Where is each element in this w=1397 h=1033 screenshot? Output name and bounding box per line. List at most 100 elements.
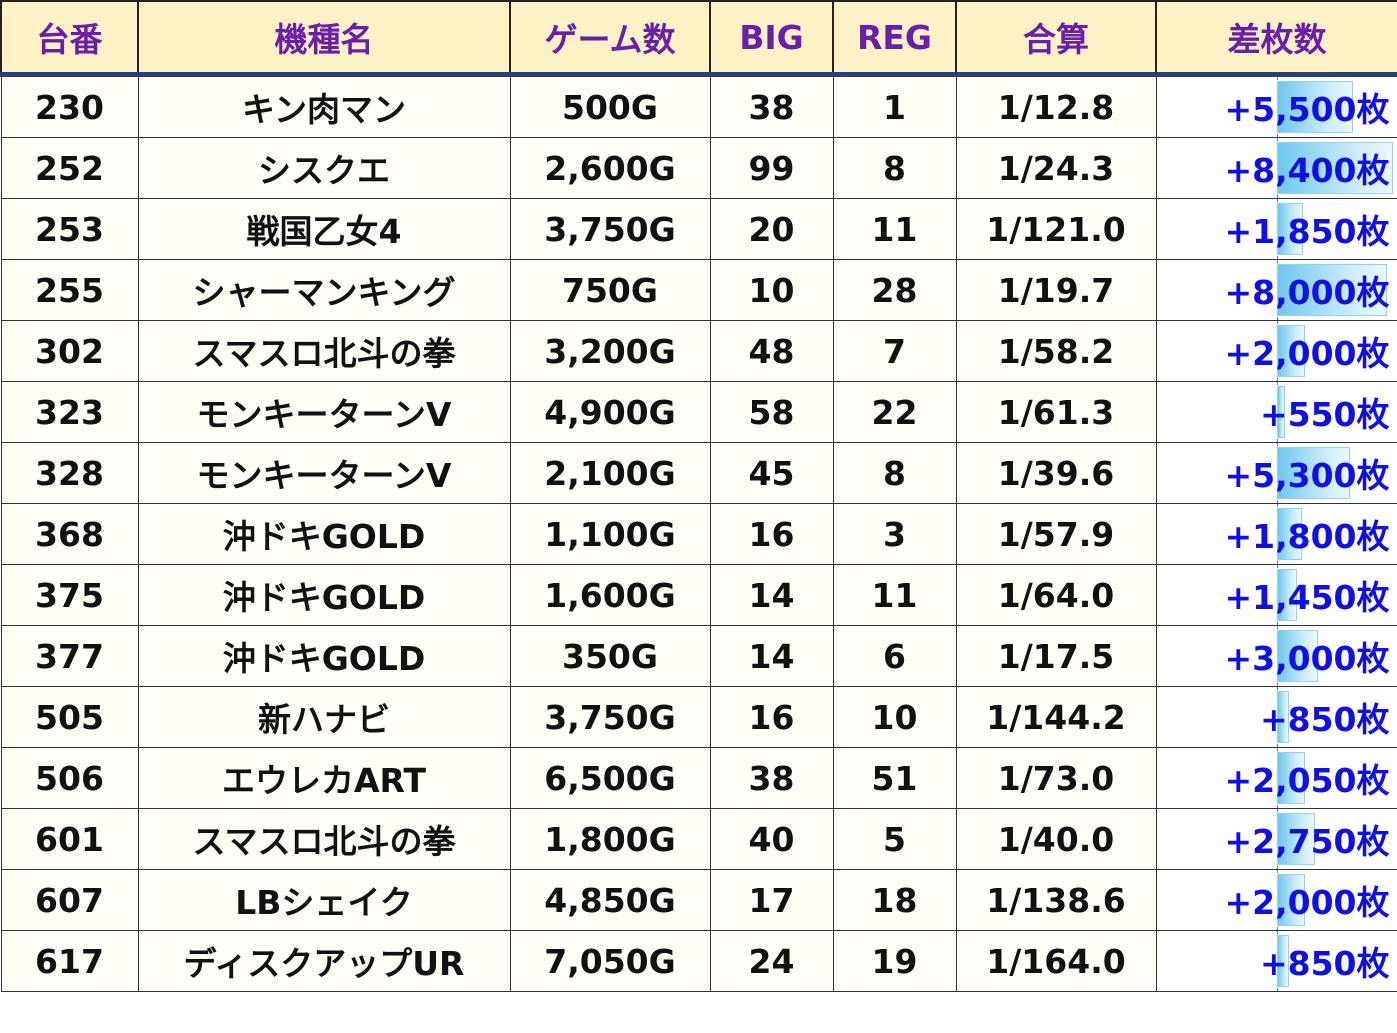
cell-machine-number: 323: [0, 381, 139, 443]
cell-combined: 1/138.6: [955, 869, 1157, 931]
cell-difference: +2,000枚: [1155, 869, 1397, 931]
data-bar: [1276, 813, 1315, 865]
cell-combined: 1/144.2: [955, 686, 1157, 748]
data-bar: [1276, 935, 1289, 987]
difference-value: +2,750枚: [1224, 822, 1390, 861]
cell-combined: 1/39.6: [955, 442, 1157, 504]
data-bar: [1276, 386, 1285, 438]
header-reg: REG: [832, 0, 957, 77]
cell-machine-name: 戦国乙女4: [137, 198, 511, 260]
table-row: 375 沖ドキGOLD 1,600G 14 11 1/64.0 +1,450枚: [0, 564, 1397, 626]
cell-machine-name: 沖ドキGOLD: [137, 564, 511, 626]
cell-difference: +3,000枚: [1155, 625, 1397, 687]
data-bar: [1276, 874, 1305, 926]
cell-combined: 1/24.3: [955, 137, 1157, 199]
cell-game-count: 4,850G: [509, 869, 711, 931]
cell-machine-name: シャーマンキング: [137, 259, 511, 321]
cell-reg: 11: [832, 198, 957, 260]
difference-value: +5,500枚: [1224, 90, 1390, 129]
cell-difference: +2,050枚: [1155, 747, 1397, 809]
cell-difference: +850枚: [1155, 686, 1397, 748]
cell-machine-number: 506: [0, 747, 139, 809]
table-row: 506 エウレカART 6,500G 38 51 1/73.0 +2,050枚: [0, 747, 1397, 809]
header-machine-name: 機種名: [137, 0, 511, 77]
cell-game-count: 3,750G: [509, 686, 711, 748]
cell-big: 16: [709, 503, 834, 565]
cell-combined: 1/64.0: [955, 564, 1157, 626]
cell-reg: 1: [832, 72, 957, 138]
cell-combined: 1/164.0: [955, 930, 1157, 992]
difference-value: +850枚: [1259, 944, 1390, 983]
difference-value: +550枚: [1259, 395, 1390, 434]
cell-big: 38: [709, 72, 834, 138]
cell-machine-name: モンキーターンV: [137, 442, 511, 504]
cell-machine-name: スマスロ北斗の拳: [137, 808, 511, 870]
data-bar: [1276, 447, 1350, 499]
header-difference: 差枚数: [1155, 0, 1397, 77]
cell-machine-name: モンキーターンV: [137, 381, 511, 443]
cell-big: 16: [709, 686, 834, 748]
cell-difference: +2,000枚: [1155, 320, 1397, 382]
cell-machine-name: ディスクアップUR: [137, 930, 511, 992]
table-row: 377 沖ドキGOLD 350G 14 6 1/17.5 +3,000枚: [0, 625, 1397, 687]
cell-machine-number: 375: [0, 564, 139, 626]
cell-combined: 1/17.5: [955, 625, 1157, 687]
data-bar: [1276, 81, 1353, 133]
difference-value: +2,000枚: [1224, 883, 1390, 922]
cell-game-count: 6,500G: [509, 747, 711, 809]
cell-machine-name: エウレカART: [137, 747, 511, 809]
cell-game-count: 2,600G: [509, 137, 711, 199]
cell-game-count: 500G: [509, 72, 711, 138]
cell-difference: +2,750枚: [1155, 808, 1397, 870]
cell-big: 48: [709, 320, 834, 382]
data-bar: [1276, 752, 1305, 804]
cell-machine-number: 505: [0, 686, 139, 748]
cell-machine-number: 368: [0, 503, 139, 565]
table-row: 253 戦国乙女4 3,750G 20 11 1/121.0 +1,850枚: [0, 198, 1397, 260]
difference-value: +8,400枚: [1224, 151, 1390, 190]
cell-game-count: 350G: [509, 625, 711, 687]
cell-big: 40: [709, 808, 834, 870]
cell-big: 58: [709, 381, 834, 443]
header-combined: 合算: [955, 0, 1157, 77]
cell-difference: +8,400枚: [1155, 137, 1397, 199]
cell-big: 20: [709, 198, 834, 260]
cell-game-count: 4,900G: [509, 381, 711, 443]
cell-machine-number: 230: [0, 72, 139, 138]
slot-results-table: 台番 機種名 ゲーム数 BIG REG 合算 差枚数 230 キン肉マン 500G 3…: [0, 0, 1397, 992]
data-bar: [1276, 691, 1289, 743]
cell-difference: +5,300枚: [1155, 442, 1397, 504]
cell-reg: 8: [832, 137, 957, 199]
difference-value: +2,050枚: [1224, 761, 1390, 800]
difference-value: +1,450枚: [1224, 578, 1390, 617]
table-row: 302 スマスロ北斗の拳 3,200G 48 7 1/58.2 +2,000枚: [0, 320, 1397, 382]
header-machine-number: 台番: [0, 0, 139, 77]
data-bar: [1276, 264, 1387, 316]
cell-reg: 10: [832, 686, 957, 748]
cell-combined: 1/61.3: [955, 381, 1157, 443]
cell-reg: 22: [832, 381, 957, 443]
data-bar: [1276, 508, 1302, 560]
cell-combined: 1/121.0: [955, 198, 1157, 260]
cell-reg: 11: [832, 564, 957, 626]
cell-difference: +550枚: [1155, 381, 1397, 443]
cell-machine-name: スマスロ北斗の拳: [137, 320, 511, 382]
cell-combined: 1/19.7: [955, 259, 1157, 321]
cell-machine-number: 253: [0, 198, 139, 260]
cell-big: 10: [709, 259, 834, 321]
cell-difference: +5,500枚: [1155, 72, 1397, 138]
cell-game-count: 7,050G: [509, 930, 711, 992]
cell-game-count: 750G: [509, 259, 711, 321]
cell-big: 99: [709, 137, 834, 199]
difference-value: +1,800枚: [1224, 517, 1390, 556]
header-row: 台番 機種名 ゲーム数 BIG REG 合算 差枚数: [0, 0, 1397, 77]
cell-machine-name: 新ハナビ: [137, 686, 511, 748]
header-game-count: ゲーム数: [509, 0, 711, 77]
cell-machine-number: 617: [0, 930, 139, 992]
cell-combined: 1/58.2: [955, 320, 1157, 382]
cell-difference: +850枚: [1155, 930, 1397, 992]
cell-machine-number: 255: [0, 259, 139, 321]
cell-game-count: 3,750G: [509, 198, 711, 260]
cell-machine-number: 607: [0, 869, 139, 931]
cell-difference: +1,450枚: [1155, 564, 1397, 626]
